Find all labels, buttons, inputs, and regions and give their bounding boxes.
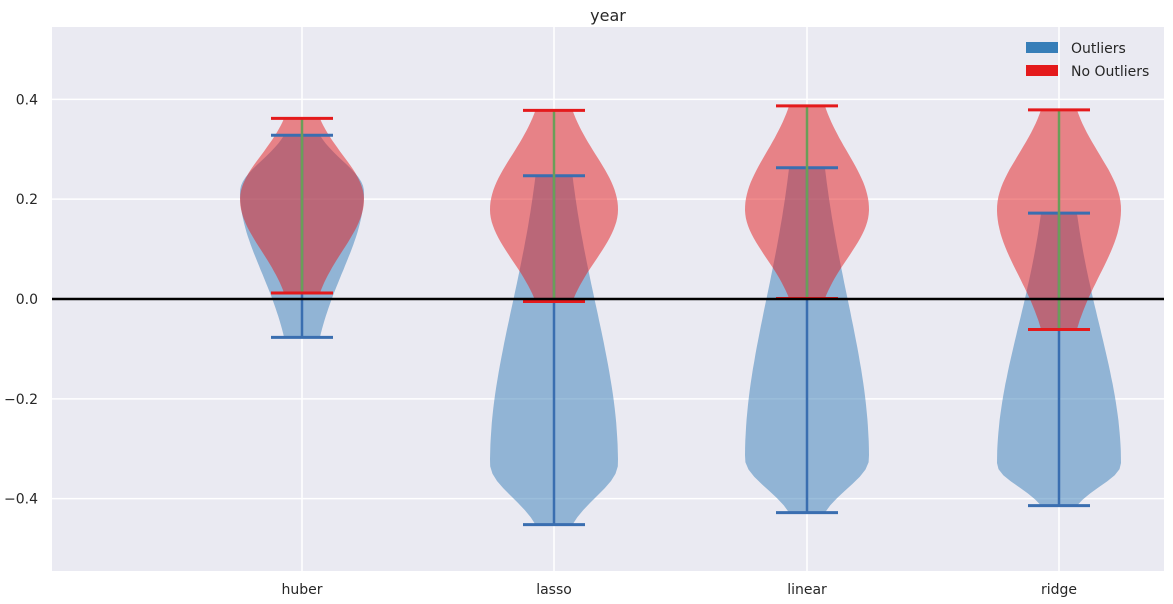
y-tick-label: 0.4 bbox=[16, 92, 38, 108]
x-tick-label: linear bbox=[787, 582, 827, 598]
legend-label-no-outliers: No Outliers bbox=[1071, 64, 1149, 80]
legend-swatch-outliers bbox=[1026, 42, 1058, 53]
x-tick-label: ridge bbox=[1041, 582, 1077, 598]
legend: Outliers No Outliers bbox=[1026, 41, 1149, 80]
legend-swatch-no-outliers bbox=[1026, 65, 1058, 76]
y-tick-label: −0.2 bbox=[4, 392, 38, 408]
chart-title: year bbox=[590, 6, 626, 25]
legend-label-outliers: Outliers bbox=[1071, 41, 1126, 57]
x-tick-label: huber bbox=[281, 582, 322, 598]
x-tick-label: lasso bbox=[536, 582, 572, 598]
violin-layer bbox=[52, 104, 1164, 527]
tick-layer: −0.4 −0.2 0.0 0.2 0.4 huber lasso linear ridge bbox=[4, 92, 1077, 598]
y-tick-label: 0.0 bbox=[16, 292, 38, 308]
y-tick-label: −0.4 bbox=[4, 492, 38, 508]
y-tick-label: 0.2 bbox=[16, 192, 38, 208]
